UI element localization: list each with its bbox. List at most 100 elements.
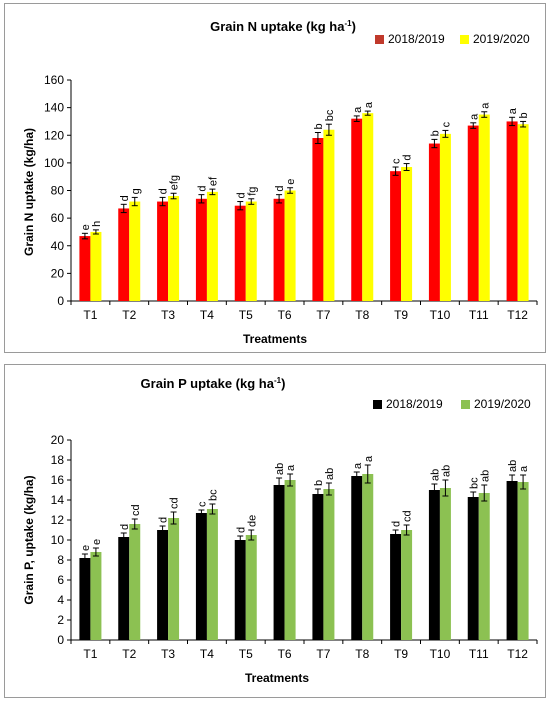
significance-letter: b [313, 480, 325, 486]
bar [478, 493, 490, 640]
significance-letter: b [429, 130, 441, 136]
significance-letter: h [91, 221, 103, 227]
significance-letter: bc [324, 109, 336, 121]
bar [401, 530, 413, 640]
bar [517, 482, 529, 640]
significance-letter: a [352, 462, 364, 469]
bar [90, 552, 102, 640]
bar [362, 113, 374, 302]
bar [506, 121, 518, 301]
x-tick-label: T9 [394, 647, 408, 661]
bar [312, 494, 324, 640]
significance-letter: a [468, 113, 480, 120]
bar [206, 191, 218, 301]
legend-swatch [375, 35, 384, 44]
significance-letter: c [440, 121, 452, 127]
legend-label: 2018/2019 [386, 397, 443, 411]
significance-letter: c [196, 501, 208, 507]
x-tick-label: T6 [278, 308, 292, 322]
x-tick-label: T4 [200, 647, 214, 661]
bar [234, 540, 246, 640]
significance-letter: ab [507, 460, 519, 472]
significance-letter: a [363, 101, 375, 108]
x-tick-label: T9 [394, 308, 408, 322]
x-tick-label: T11 [469, 647, 489, 661]
grain-p-uptake-chart: Grain P uptake (kg ha-1) Treatments Grai… [22, 376, 538, 685]
bar [467, 497, 479, 640]
significance-letter: e [80, 224, 92, 230]
bar [439, 133, 451, 301]
y-axis-title: Grain N uptake (kg/ha) [22, 128, 36, 256]
y-tick-label: 120 [44, 128, 64, 142]
bar [478, 114, 490, 301]
x-tick-label: T2 [122, 308, 136, 322]
significance-letter: ef [207, 176, 219, 186]
bar [273, 198, 285, 301]
x-tick-label: T12 [507, 308, 528, 322]
bar [439, 488, 451, 640]
bar [351, 118, 363, 301]
y-tick-label: 4 [57, 593, 64, 607]
bar [517, 124, 529, 301]
significance-letter: d [158, 188, 170, 194]
x-tick-label: T3 [161, 308, 175, 322]
bar [284, 190, 296, 301]
y-tick-label: 0 [57, 633, 64, 647]
significance-letter: e [91, 539, 103, 545]
legend-swatch [373, 400, 382, 409]
significance-letter: cd [169, 497, 181, 509]
x-axis-title: Treatments [245, 671, 309, 685]
bar [362, 474, 374, 640]
significance-letter: a [518, 465, 530, 472]
x-tick-label: T3 [161, 647, 175, 661]
significance-letter: c [391, 158, 403, 164]
y-axis-title: Grain P, uptake (kg/ha) [22, 475, 36, 604]
chart-title: Grain P uptake (kg ha-1) [141, 376, 286, 391]
bar [195, 198, 207, 301]
significance-letter: a [363, 455, 375, 462]
significance-letter: e [285, 179, 297, 185]
significance-letter: d [391, 521, 403, 527]
bar [273, 485, 285, 640]
bar [428, 490, 440, 640]
significance-letter: cd [130, 504, 142, 516]
bar [234, 205, 246, 301]
x-tick-label: T7 [316, 308, 330, 322]
significance-letter: d [235, 192, 247, 198]
legend-swatch [461, 400, 470, 409]
x-tick-label: T6 [278, 647, 292, 661]
bar [506, 481, 518, 640]
legend-swatch [460, 35, 469, 44]
significance-letter: d [402, 154, 414, 160]
x-tick-label: T4 [200, 308, 214, 322]
significance-letter: d [235, 527, 247, 533]
x-tick-label: T1 [83, 647, 97, 661]
y-tick-label: 2 [57, 613, 64, 627]
x-tick-label: T10 [430, 647, 451, 661]
significance-letter: a [352, 106, 364, 113]
significance-letter: b [313, 123, 325, 129]
x-tick-label: T1 [83, 308, 97, 322]
legend-label: 2019/2020 [474, 397, 531, 411]
x-tick-label: T12 [507, 647, 528, 661]
x-tick-label: T7 [316, 647, 330, 661]
bar [390, 171, 402, 301]
x-tick-label: T8 [355, 647, 369, 661]
bar [312, 138, 324, 301]
x-tick-label: T8 [355, 308, 369, 322]
significance-letter: ab [324, 468, 336, 480]
significance-letter: d [119, 524, 131, 530]
significance-letter: fg [246, 187, 258, 196]
significance-letter: de [246, 515, 258, 527]
significance-letter: a [507, 107, 519, 114]
bar [284, 480, 296, 640]
significance-letter: ab [274, 463, 286, 475]
y-tick-label: 16 [51, 473, 65, 487]
significance-letter: efg [169, 175, 181, 190]
bar [351, 476, 363, 640]
bar [401, 167, 413, 301]
bar [157, 201, 169, 301]
legend-label: 2018/2019 [388, 32, 445, 46]
bar [428, 143, 440, 301]
significance-letter: d [119, 195, 131, 201]
